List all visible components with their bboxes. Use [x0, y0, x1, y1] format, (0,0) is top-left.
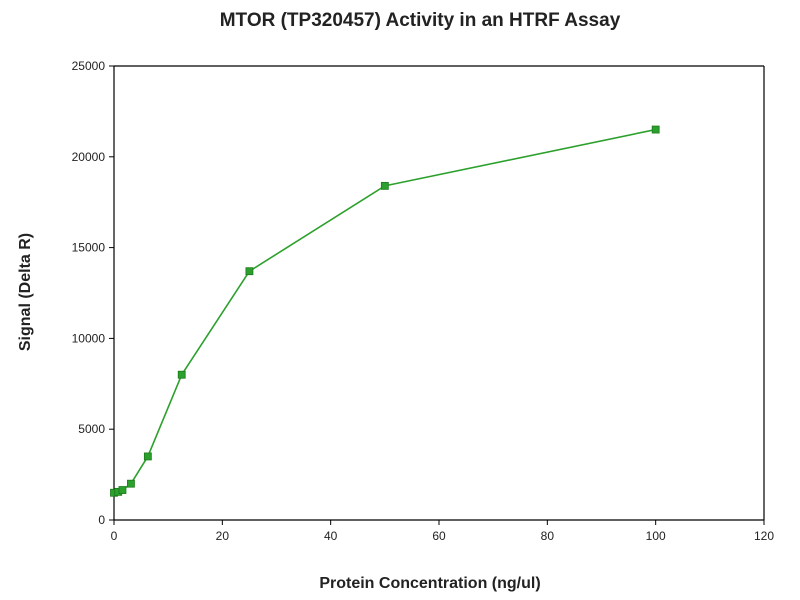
data-point: [380, 181, 389, 190]
plot-area: [113, 65, 765, 521]
x-tick-label: 60: [432, 529, 446, 543]
data-point: [177, 370, 186, 379]
chart-title: MTOR (TP320457) Activity in an HTRF Assa…: [220, 10, 621, 31]
x-tick-label: 0: [111, 529, 118, 543]
x-tick-label: 100: [646, 529, 666, 543]
y-axis-label: Signal (Delta R): [17, 233, 34, 351]
y-tick-label: 15000: [72, 241, 106, 255]
y-tick-label: 5000: [78, 422, 105, 436]
y-tick-label: 20000: [72, 150, 106, 164]
y-tick-label: 10000: [72, 331, 106, 345]
x-tick-label: 80: [541, 529, 555, 543]
data-point: [143, 452, 152, 461]
x-axis-label: Protein Concentration (ng/ul): [319, 575, 540, 592]
y-tick-label: 0: [98, 513, 105, 527]
series-layer: [110, 125, 660, 497]
x-tick-label: 40: [324, 529, 338, 543]
data-point: [651, 125, 660, 134]
x-tick-label: 20: [216, 529, 230, 543]
data-point: [245, 267, 254, 276]
y-axis-ticks: 0 5000 10000 15000 20000 25000: [72, 59, 114, 527]
x-tick-label: 120: [754, 529, 774, 543]
x-axis-ticks: 0 20 40 60 80 100 120: [111, 520, 774, 543]
data-point: [127, 479, 135, 488]
data-point: [118, 486, 127, 494]
y-tick-label: 25000: [72, 59, 106, 73]
